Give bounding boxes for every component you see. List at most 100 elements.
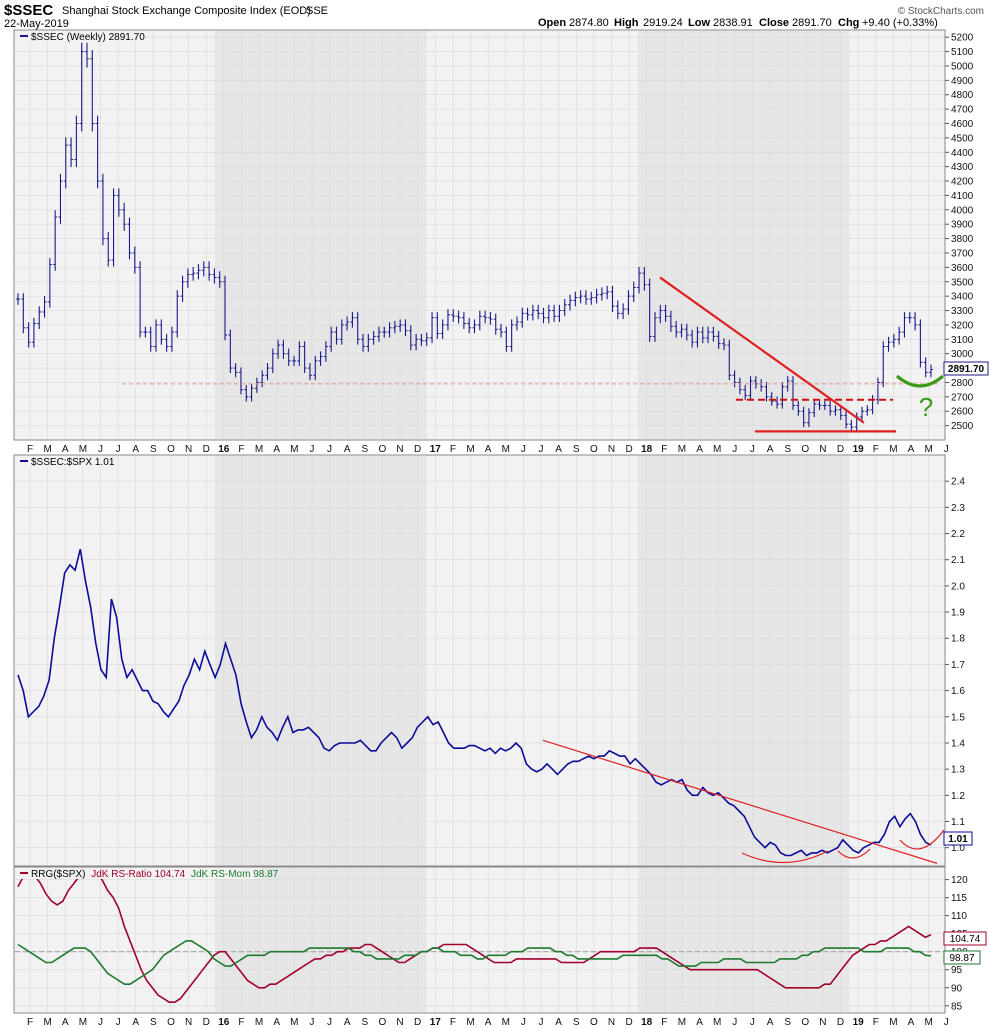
ohlc-bar <box>557 304 562 322</box>
x-axis-month-label: F <box>661 444 667 455</box>
ohlc-bar <box>647 278 652 342</box>
y-tick-label: 85 <box>951 1001 963 1012</box>
ohlc-bar <box>562 299 567 317</box>
ohlc-bar <box>90 50 95 132</box>
y-tick-label: 3200 <box>951 320 974 331</box>
x-axis-month-label: M <box>43 444 51 455</box>
x-axis-month-label: J <box>521 1017 526 1028</box>
ohlc-bar <box>233 363 238 378</box>
x-axis-month-label: N <box>819 1017 826 1028</box>
ohlc-bar <box>169 326 174 352</box>
ohlc-bar <box>578 290 583 304</box>
ohlc-bar <box>552 304 557 322</box>
ohlc-bar <box>695 326 700 348</box>
x-axis-month-label: S <box>361 1017 368 1028</box>
ohlc-bar <box>589 291 594 305</box>
y-tick-label: 1.5 <box>951 712 965 723</box>
x-axis-month-label: J <box>538 444 543 455</box>
ohlc-bar <box>844 411 849 429</box>
y-tick-label: 95 <box>951 965 963 976</box>
ohlc-bar <box>53 210 58 271</box>
rs-mom-last-value: 98.87 <box>949 953 974 964</box>
x-axis-month-label: M <box>466 444 474 455</box>
ohlc-bar <box>292 355 297 366</box>
ohlc-bar <box>159 319 164 345</box>
ohlc-bar <box>69 137 74 167</box>
ohlc-bar <box>355 312 360 345</box>
x-axis-month-label: S <box>784 1017 791 1028</box>
x-axis-month-label: D <box>203 1017 210 1028</box>
ohlc-bar <box>138 261 143 338</box>
ohlc-bar <box>721 338 726 351</box>
ohlc-bar <box>329 326 334 352</box>
x-axis-year-label: 16 <box>218 1017 230 1028</box>
y-tick-label: 2600 <box>951 407 974 418</box>
y-tick-label: 90 <box>951 983 963 994</box>
x-axis-month-label: N <box>185 1017 192 1028</box>
chart-header: $SSEC Shanghai Stock Exchange Composite … <box>4 2 984 30</box>
x-axis-month-label: A <box>908 444 915 455</box>
x-axis-month-label: F <box>873 444 879 455</box>
ohlc-bar <box>536 304 541 320</box>
x-axis-month-label: N <box>396 1017 403 1028</box>
ohlc-bar <box>897 326 902 345</box>
x-axis-month-label: J <box>732 1017 737 1028</box>
ohlc-bar <box>652 312 657 342</box>
x-axis-month-label: O <box>801 444 809 455</box>
x-axis-month-label: M <box>290 1017 298 1028</box>
x-axis-month-label: O <box>379 1017 387 1028</box>
rs-ratio-last-value: 104.74 <box>950 934 981 945</box>
y-tick-label: 3900 <box>951 220 974 231</box>
rs-ratio-last-box <box>943 931 987 946</box>
price-legend-bg <box>18 31 144 42</box>
ohlc-bar <box>244 384 249 402</box>
x-axis-month-label: F <box>27 444 33 455</box>
y-tick-label: 1.4 <box>951 738 965 749</box>
x-axis-month-label: D <box>625 444 632 455</box>
ohlc-bar <box>403 319 408 337</box>
ohlc-bar <box>865 405 870 416</box>
rrg-legend: RRG($SPX) JdK RS-Ratio 104.74 JdK RS-Mom… <box>31 869 279 880</box>
ohlc-bar <box>435 312 440 339</box>
ratio-base-arc <box>741 850 829 864</box>
x-axis-month-label: J <box>750 1017 755 1028</box>
price-annotations: ? <box>122 276 945 433</box>
ohlc-bar <box>26 322 31 348</box>
ohlc-bar <box>270 348 275 374</box>
ohlc-bar <box>276 339 281 359</box>
ohlc-bar <box>849 419 854 432</box>
x-axis-year-label: 18 <box>641 1017 653 1028</box>
x-axis-month-label: A <box>767 1017 774 1028</box>
y-tick-label: 3700 <box>951 248 974 259</box>
ohlc-bar <box>212 268 217 284</box>
x-axis-year-label: 19 <box>853 444 865 455</box>
ratio-recent-arc <box>899 829 945 850</box>
ohlc-bar <box>249 383 254 402</box>
ohlc-bar <box>74 115 79 167</box>
y-tick-label: 1.7 <box>951 660 965 671</box>
ohlc-bar <box>663 304 668 322</box>
exchange-label: SSE <box>306 5 328 17</box>
x-axis-month-label: D <box>837 1017 844 1028</box>
price-last-badge: 2891.70 <box>943 361 989 376</box>
x-axis-month-label: A <box>485 1017 492 1028</box>
ratio-small-arc <box>837 848 871 859</box>
year-shade-band <box>215 31 427 439</box>
ohlc-bar <box>520 307 525 328</box>
rrg-x-axis: F M A M J J A S O N D 16 F M A M J J A S O N D 17 F M A M J J A S O N D 18 F… <box>27 1017 949 1028</box>
ohlc-bar <box>929 364 933 378</box>
year-shade-band <box>215 456 427 865</box>
y-tick-label: 110 <box>951 911 967 922</box>
x-axis-month-label: D <box>203 444 210 455</box>
y-tick-label: 3000 <box>951 349 974 360</box>
close-value: 2891.70 <box>792 17 832 29</box>
ohlc-bar <box>684 323 689 341</box>
y-tick-label: 4900 <box>951 76 974 87</box>
x-axis-month-label: O <box>801 1017 809 1028</box>
ohlc-bar <box>175 290 180 338</box>
x-axis-month-label: A <box>62 444 69 455</box>
ohlc-bar <box>361 333 366 352</box>
ohlc-bar <box>398 319 403 332</box>
ratio-last-box <box>943 831 973 846</box>
y-tick-label: 3800 <box>951 234 974 245</box>
